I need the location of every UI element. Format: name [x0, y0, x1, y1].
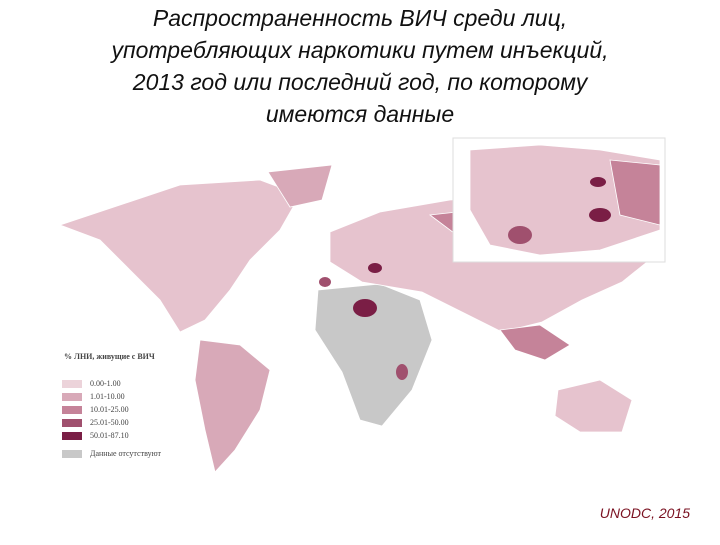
title-line: Распространенность ВИЧ среди лиц,	[153, 5, 567, 31]
legend-label: Данные отсутствуют	[90, 449, 161, 458]
legend-swatch	[62, 406, 82, 414]
africa	[314, 283, 433, 427]
legend-label: 0.00-1.00	[90, 379, 121, 388]
ukraine	[368, 263, 382, 273]
legend-swatch	[62, 380, 82, 388]
portugal	[319, 277, 331, 287]
inset-russia	[609, 159, 661, 226]
australia	[554, 379, 633, 433]
north-america	[58, 179, 301, 333]
inset-iberia	[508, 226, 532, 244]
libya	[353, 299, 377, 317]
title-line: употребляющих наркотики путем инъекций,	[109, 37, 608, 63]
legend-label: 25.01-50.00	[90, 418, 129, 427]
title-line: имеются данные	[266, 101, 454, 127]
kenya	[396, 364, 408, 380]
south-east-asia	[499, 324, 571, 361]
legend-swatch	[62, 450, 82, 458]
legend-swatch	[62, 419, 82, 427]
inset-belarus	[590, 177, 606, 187]
legend-label: 1.01-10.00	[90, 392, 125, 401]
legend-title: % ЛНИ, живущие с ВИЧ	[64, 352, 155, 361]
title-line: 2013 год или последний год, по которому	[132, 69, 589, 95]
europe-inset	[452, 137, 666, 263]
legend-label: 10.01-25.00	[90, 405, 129, 414]
legend: % ЛНИ, живущие с ВИЧ 0.00-1.00 1.01-10.0…	[62, 352, 161, 458]
south-america	[194, 339, 271, 473]
legend-label: 50.01-87.10	[90, 431, 129, 440]
source: UNODC, 2015	[600, 505, 690, 521]
greenland	[267, 164, 333, 208]
inset-ukraine	[589, 208, 611, 222]
legend-swatch	[62, 432, 82, 440]
legend-swatch	[62, 393, 82, 401]
